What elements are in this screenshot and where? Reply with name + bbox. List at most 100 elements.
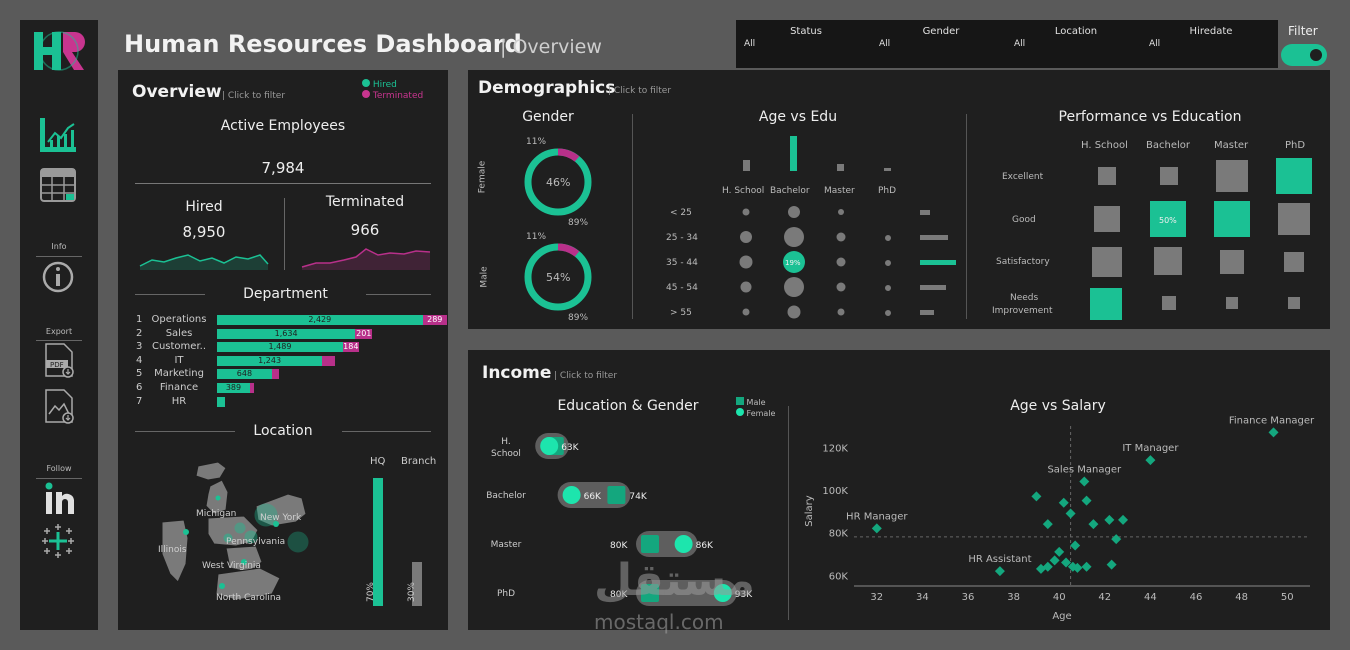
pdf-export-icon[interactable]: PDF	[38, 342, 78, 380]
department-terminated-bar[interactable]	[249, 383, 254, 393]
male-pct: 54%	[546, 271, 570, 284]
department-hired-bar[interactable]: 648	[217, 369, 272, 380]
legend-female[interactable]: Female	[736, 408, 775, 418]
filter-value[interactable]: All	[879, 39, 891, 49]
edu-label: H. School	[1081, 140, 1128, 151]
age-salary-chart[interactable]: 32 34 36 38 40 42 44 46 48 50 60K 80K 100K 120K Age Sal…	[798, 416, 1323, 628]
department-row[interactable]: 4 IT 1,243	[118, 355, 448, 368]
x-tick-label: 32	[870, 592, 883, 603]
x-tick-label: 50	[1281, 592, 1294, 603]
active-employees-label: Active Employees	[220, 118, 346, 134]
map-state-pennsylvania	[207, 515, 259, 547]
scatter-point	[1054, 546, 1065, 557]
department-hired-bar[interactable]: 2,429	[217, 315, 423, 325]
x-axis-label: Age	[1052, 611, 1071, 622]
department-terminated-bar[interactable]: 289	[422, 315, 447, 325]
department-name: HR	[171, 395, 187, 407]
department-name: Finance	[159, 382, 199, 393]
income-range-bar	[636, 580, 737, 606]
edu-label: Bachelor	[770, 186, 810, 196]
filter-value[interactable]: All	[1149, 39, 1161, 49]
overview-hint: | Click to filter	[222, 91, 286, 101]
edu-gender-title: Education & Gender	[557, 398, 699, 414]
income-female-mark	[713, 584, 732, 602]
income-row-label: H. School	[491, 437, 521, 459]
filter-value[interactable]: All	[1014, 39, 1026, 49]
age-edu-chart[interactable]: H. School Bachelor Master PhD < 25 25 - …	[664, 134, 964, 324]
perf-edu-chart[interactable]: H. School Bachelor Master PhD Excellent …	[976, 134, 1328, 324]
filter-label: Location	[1054, 26, 1098, 37]
scatter-point	[1042, 519, 1053, 530]
male-label: Male	[479, 266, 490, 288]
edu-label: Master	[824, 186, 855, 196]
department-terminated-bar[interactable]	[322, 355, 336, 366]
legend-dot	[362, 90, 370, 98]
follow-label: Follow	[46, 464, 72, 473]
scatter-point	[1035, 563, 1046, 574]
scatter-point-label: IT Manager	[1122, 443, 1179, 454]
filter-location[interactable]: Location All	[1006, 26, 1136, 49]
y-axis-label: Salary	[804, 495, 815, 526]
tableau-icon[interactable]	[38, 522, 78, 560]
filter-value[interactable]: All	[744, 39, 756, 49]
department-row[interactable]: 3 Customer.. 1,489 184	[118, 341, 448, 354]
filter-toggle[interactable]	[1281, 44, 1327, 66]
linkedin-icon[interactable]	[38, 480, 78, 518]
department-row[interactable]: 1 Operations 2,429 289	[118, 314, 448, 327]
filter-gender[interactable]: Gender All	[871, 26, 1001, 49]
female-label: Female	[477, 160, 488, 194]
department-hired-bar[interactable]	[217, 396, 226, 407]
department-terminated-bar[interactable]: 201	[355, 328, 373, 339]
divider	[788, 406, 789, 620]
filter-hiredate[interactable]: Hiredate All	[1141, 26, 1271, 49]
department-name: Marketing	[154, 368, 204, 380]
department-terminated-bar[interactable]	[271, 369, 279, 380]
department-name: IT	[174, 354, 184, 366]
department-terminated-bar[interactable]: 184	[343, 342, 359, 353]
legend-terminated[interactable]: Terminated	[362, 90, 423, 101]
department-name: Customer..	[151, 341, 206, 353]
scatter-point	[1111, 534, 1122, 545]
filter-status[interactable]: Status All	[736, 26, 866, 49]
scatter-point	[1072, 562, 1083, 573]
hq-bar[interactable]	[373, 478, 383, 606]
department-row[interactable]: 2 Sales 1,634 201	[118, 328, 448, 341]
income-female-value: 66K	[584, 492, 602, 502]
branch-bar[interactable]	[412, 562, 422, 606]
terminated-value: 966	[350, 221, 380, 239]
perf-highlight: 50%	[1159, 216, 1177, 225]
legend-hired[interactable]: Hired	[362, 79, 397, 90]
department-hired-bar[interactable]: 1,243	[217, 355, 323, 366]
legend-male[interactable]: Male	[736, 397, 766, 407]
info-icon[interactable]	[38, 258, 78, 296]
legend-female-label: Female	[746, 409, 776, 418]
active-employees-value: 7,984	[261, 159, 305, 177]
hq-label: HQ	[370, 456, 386, 467]
male-donut[interactable]: 54% 11% 89%	[518, 229, 598, 325]
map-label: West Virginia	[202, 561, 261, 571]
scatter-point	[1070, 540, 1081, 551]
department-row[interactable]: 7 HR	[118, 396, 448, 409]
department-hired-bar[interactable]: 389	[217, 383, 250, 393]
table-icon[interactable]	[38, 166, 78, 204]
female-donut[interactable]: 46% 11% 89%	[518, 134, 598, 230]
x-tick-label: 40	[1053, 592, 1066, 603]
department-row[interactable]: 5 Marketing 648	[118, 368, 448, 381]
income-education-chart[interactable]: H. School 63K Bachelor 66K 74K Master 86K 80K PhD…	[468, 422, 788, 622]
female-pct: 46%	[546, 176, 570, 189]
image-export-icon[interactable]	[38, 388, 78, 426]
location-map[interactable]: Michigan New York Illinois Pennsylvania …	[148, 458, 348, 610]
branch-label: Branch	[401, 456, 437, 467]
divider	[36, 478, 82, 479]
divider	[135, 183, 431, 184]
department-row[interactable]: 6 Finance 389	[118, 382, 448, 395]
income-hint: | Click to filter	[554, 371, 618, 381]
gender-title: Gender	[522, 109, 574, 125]
scatter-point-label: Finance Manager	[1229, 416, 1315, 426]
department-hired-bar[interactable]: 1,634	[217, 328, 356, 339]
map-label: New York	[260, 513, 302, 523]
department-hired-bar[interactable]: 1,489	[217, 342, 343, 353]
scatter-point	[871, 523, 882, 534]
perf-label: Satisfactory	[996, 257, 1050, 267]
chart-icon[interactable]	[38, 116, 78, 154]
